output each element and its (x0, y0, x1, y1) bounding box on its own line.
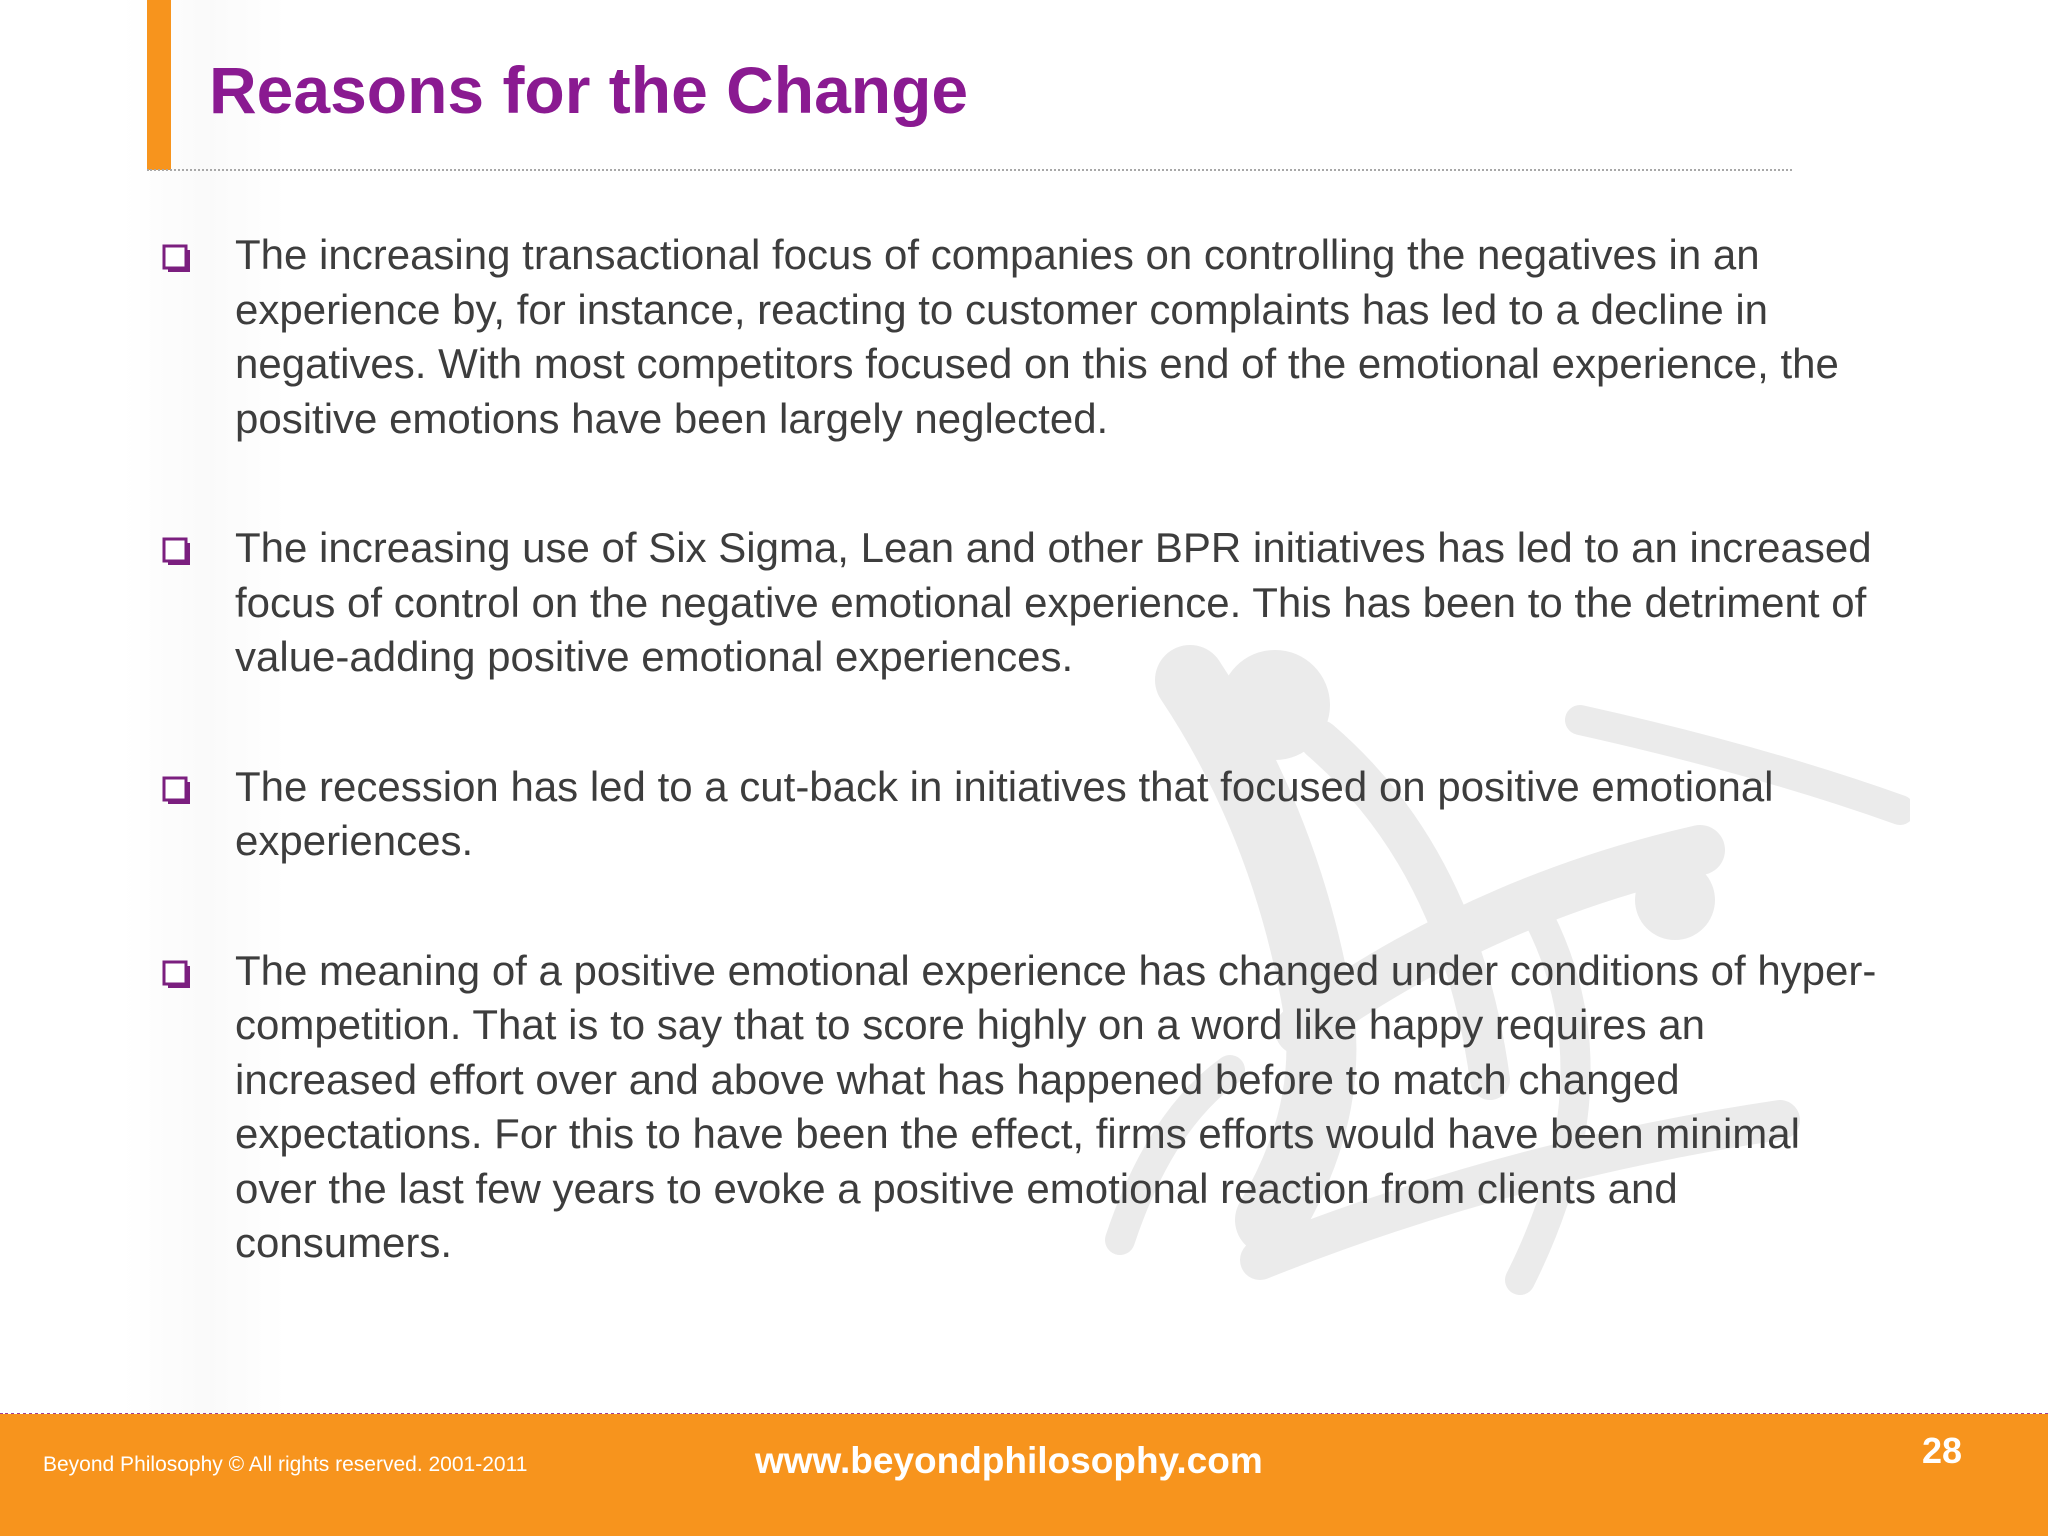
bullet-item: The increasing transactional focus of co… (160, 228, 1880, 446)
slide-title: Reasons for the Change (209, 53, 969, 127)
bullet-text: The increasing use of Six Sigma, Lean an… (235, 524, 1872, 680)
checkbox-icon (162, 776, 190, 804)
bullet-item: The increasing use of Six Sigma, Lean an… (160, 521, 1880, 685)
title-accent-bar (147, 0, 171, 170)
checkbox-icon (162, 244, 190, 272)
checkbox-icon (162, 537, 190, 565)
bullet-list: The increasing transactional focus of co… (160, 228, 1880, 1271)
figure-logo-watermark-icon (1105, 645, 1910, 1295)
footer-bar (0, 1414, 2048, 1536)
checkbox-icon (162, 960, 190, 988)
bullet-text: The meaning of a positive emotional expe… (235, 946, 1877, 1267)
bullet-text: The increasing transactional focus of co… (235, 231, 1839, 442)
footer-website-link[interactable]: www.beyondphilosophy.com (755, 1440, 1263, 1481)
bullet-item: The recession has led to a cut-back in i… (160, 760, 1880, 869)
title-divider (147, 169, 1792, 171)
footer-copyright: Beyond Philosophy © All rights reserved.… (43, 1453, 528, 1476)
bullet-item: The meaning of a positive emotional expe… (160, 944, 1880, 1271)
bullet-text: The recession has led to a cut-back in i… (235, 762, 1774, 865)
page-number: 28 (1922, 1430, 1963, 1471)
